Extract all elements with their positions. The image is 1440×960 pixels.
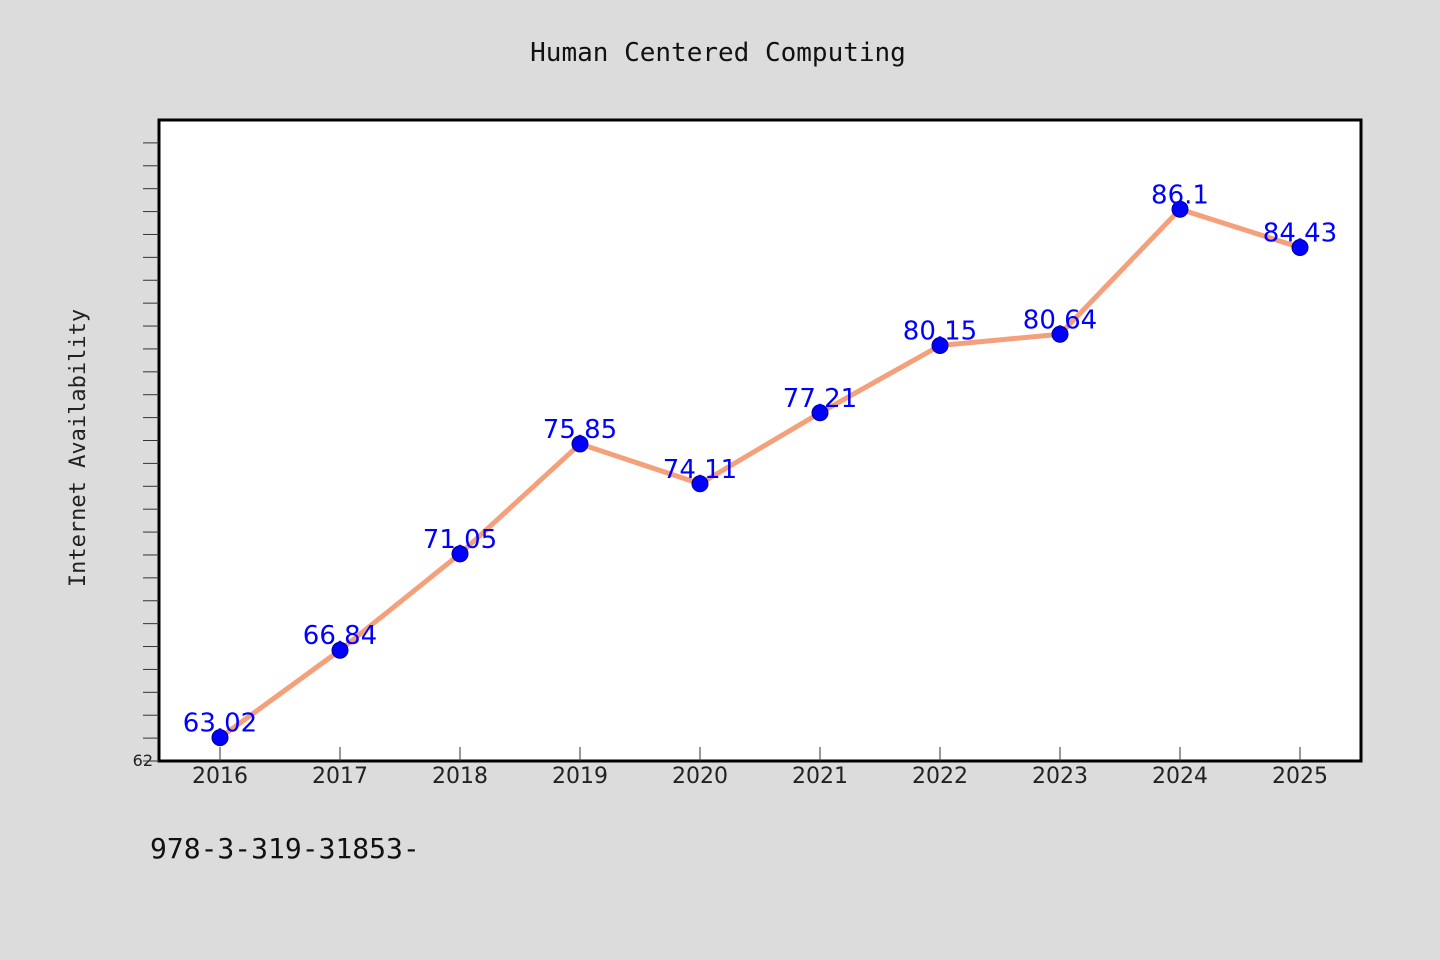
data-point <box>1291 239 1309 257</box>
data-point <box>811 404 829 422</box>
data-label: 66.84 <box>303 621 377 651</box>
series-line <box>217 206 1303 741</box>
data-point <box>691 475 709 493</box>
data-point <box>211 729 229 747</box>
series-markers <box>211 200 1309 747</box>
data-label: 80.64 <box>1023 305 1097 335</box>
data-point <box>1051 325 1069 343</box>
y-axis-label: Internet Availability <box>66 309 91 587</box>
data-label: 84.43 <box>1263 219 1337 249</box>
x-tick-label: 2025 <box>1272 764 1328 789</box>
x-axis-ticks: 2016 2017 2018 2019 2020 2021 2022 2023 2024 2025 <box>192 747 1328 789</box>
x-tick-label: 2024 <box>1152 764 1208 789</box>
chart-title: Human Centered Computing <box>530 38 906 68</box>
x-tick-label: 2017 <box>312 764 368 789</box>
data-point <box>931 336 949 354</box>
y-tick-label: 62 <box>133 751 153 770</box>
data-label: 63.02 <box>183 709 257 739</box>
x-tick-label: 2018 <box>432 764 488 789</box>
x-tick-label: 2022 <box>912 764 968 789</box>
data-label: 80.15 <box>903 316 977 346</box>
data-labels: 63.02 66.84 71.05 75.85 74.11 77.21 80.15 80.64… <box>183 180 1337 738</box>
data-label: 71.05 <box>423 525 497 555</box>
data-label: 86.1 <box>1151 180 1209 210</box>
data-point <box>451 545 469 563</box>
footer-code: 978-3-319-31853- <box>150 832 420 865</box>
data-label: 75.85 <box>543 415 617 445</box>
x-tick-label: 2021 <box>792 764 848 789</box>
data-point <box>571 435 589 453</box>
x-tick-label: 2023 <box>1032 764 1088 789</box>
x-tick-label: 2020 <box>672 764 728 789</box>
data-point <box>331 641 349 659</box>
y-axis-ticks: 62 <box>133 142 159 770</box>
x-tick-label: 2019 <box>552 764 608 789</box>
data-label: 74.11 <box>663 455 737 485</box>
data-label: 77.21 <box>783 384 857 414</box>
x-tick-label: 2016 <box>192 764 248 789</box>
data-point <box>1171 200 1189 218</box>
